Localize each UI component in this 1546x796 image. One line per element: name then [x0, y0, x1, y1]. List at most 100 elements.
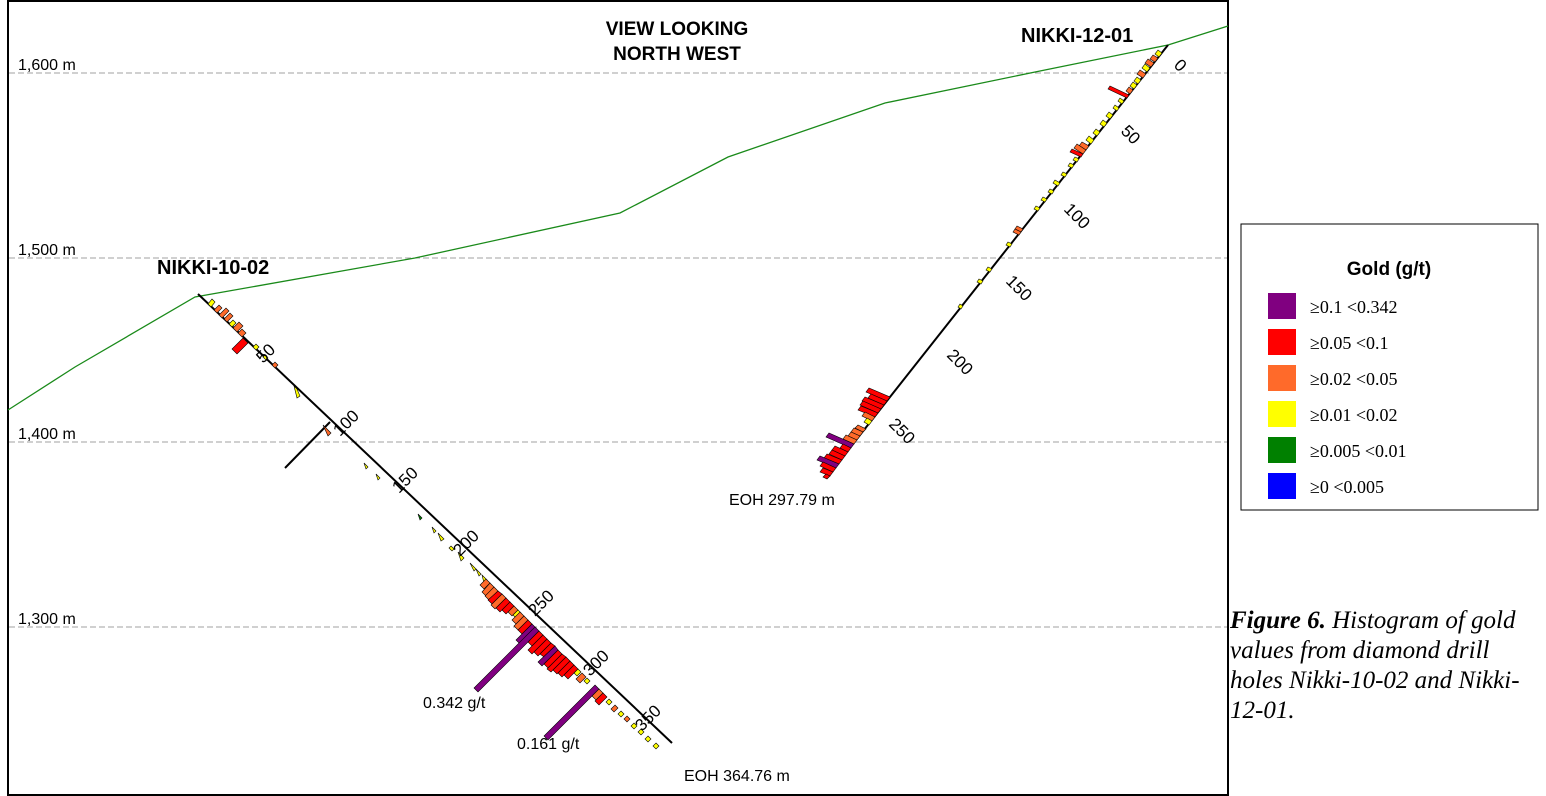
legend-label: ≥0 <0.005	[1310, 477, 1384, 497]
gold-bar	[861, 411, 876, 422]
annotation-0342: 0.342 g/t	[423, 695, 486, 712]
gold-bar	[610, 704, 619, 713]
histogram-bars-nikki-10-02	[207, 298, 660, 750]
gold-bar	[271, 361, 279, 369]
gold-bar	[232, 321, 244, 333]
gold-bar	[457, 551, 465, 562]
gold-bar	[231, 337, 249, 355]
gold-bar	[543, 684, 600, 741]
gold-bar	[557, 660, 575, 678]
gold-bar	[1033, 205, 1041, 212]
gold-bar	[375, 473, 381, 481]
gold-bar	[828, 449, 846, 461]
gold-bar	[1133, 76, 1142, 85]
gold-bar	[857, 405, 879, 418]
figure-number: Figure 6.	[1230, 607, 1326, 634]
gold-bar	[985, 266, 993, 273]
hole-label-nikki-10-02: NIKKI-10-02	[157, 257, 269, 279]
gold-bar	[1085, 135, 1095, 145]
legend-swatch-orange	[1268, 365, 1296, 391]
legend-label: ≥0.005 <0.01	[1310, 441, 1407, 461]
gold-bar	[825, 432, 855, 449]
legend-swatch-green	[1268, 437, 1296, 463]
figure-caption: Figure 6. Histogram of gold values from …	[1230, 606, 1546, 726]
gold-bar	[448, 545, 455, 552]
gold-bar	[1067, 162, 1075, 169]
gold-bar	[563, 664, 579, 680]
gold-bar	[594, 692, 608, 706]
gold-bar	[863, 417, 873, 426]
gold-bar	[1141, 63, 1151, 73]
gold-bar	[495, 597, 511, 613]
gold-bar	[617, 710, 625, 718]
gold-bar	[501, 601, 515, 615]
elevation-label-1300: 1,300 m	[18, 611, 76, 628]
gold-bar	[816, 455, 840, 469]
gold-bar	[475, 568, 482, 577]
gold-bar	[1012, 228, 1022, 236]
gold-bar	[1125, 86, 1134, 95]
gold-bar	[363, 462, 369, 470]
legend-label: ≥0.01 <0.02	[1310, 405, 1398, 425]
gold-bar	[293, 385, 301, 399]
legend: Gold (g/t) ≥0.1 <0.342 ≥0.05 <0.1 ≥0.02 …	[1240, 223, 1539, 511]
legend-swatch-red	[1268, 329, 1296, 355]
gold-bar	[1154, 49, 1163, 58]
gold-bar	[854, 424, 867, 433]
gold-bar	[957, 303, 964, 310]
hole-label-nikki-12-01: NIKKI-12-01	[1021, 25, 1133, 47]
gold-bar	[218, 307, 230, 319]
gold-bar	[322, 424, 332, 437]
gold-bar	[533, 638, 552, 657]
gold-bar	[1073, 143, 1087, 155]
gold-bar	[1136, 69, 1147, 79]
eoh-label-nikki-12-01: EOH 297.79 m	[729, 492, 835, 509]
gold-bar	[1105, 111, 1114, 120]
section-frame	[7, 0, 1229, 796]
gold-bar	[431, 526, 437, 534]
gold-bar	[976, 278, 984, 285]
gold-bar	[479, 578, 491, 590]
gold-bar	[1117, 97, 1125, 105]
gold-bar	[1040, 196, 1048, 203]
gold-bar	[1112, 104, 1120, 112]
gold-bar	[1052, 179, 1061, 187]
legend-title: Gold (g/t)	[1347, 259, 1431, 280]
gold-bar	[537, 645, 559, 667]
gold-bar	[865, 387, 891, 402]
legend-swatch-yellow	[1268, 401, 1296, 427]
fault-tick	[284, 421, 331, 469]
legend-label: ≥0.1 <0.342	[1310, 297, 1398, 317]
view-label-line-1: VIEW LOOKING	[606, 19, 749, 40]
gold-bar	[575, 672, 587, 684]
gold-bar	[437, 532, 445, 542]
gold-bar	[583, 677, 591, 685]
gold-bar	[819, 461, 837, 473]
annotation-0161: 0.161 g/t	[517, 736, 580, 753]
gold-bar	[213, 304, 223, 314]
gold-bar	[819, 467, 834, 477]
gold-bar	[473, 626, 540, 693]
view-label-line-2: NORTH WEST	[613, 44, 741, 65]
gold-bar	[552, 656, 571, 675]
elevation-label-1600: 1,600 m	[18, 57, 76, 74]
gold-bar	[228, 319, 237, 328]
gold-bar	[605, 698, 613, 706]
gold-bar	[1129, 81, 1138, 90]
gold-bar	[630, 722, 638, 730]
gold-bar	[490, 593, 507, 610]
gold-bar	[207, 298, 216, 308]
legend-label: ≥0.02 <0.05	[1310, 369, 1398, 389]
gold-bar	[1069, 148, 1084, 158]
gold-bar	[1060, 171, 1068, 178]
gold-bar	[1005, 241, 1013, 248]
legend-swatch-purple	[1268, 293, 1296, 319]
gold-bar	[1099, 119, 1108, 128]
gold-bar	[623, 715, 631, 723]
elevation-label-1400: 1,400 m	[18, 426, 76, 443]
figure-caption-text: Histogram of gold values from diamond dr…	[1230, 607, 1520, 724]
gold-bar	[546, 653, 567, 673]
gold-bar	[1107, 85, 1130, 99]
gold-bar	[1047, 188, 1055, 195]
